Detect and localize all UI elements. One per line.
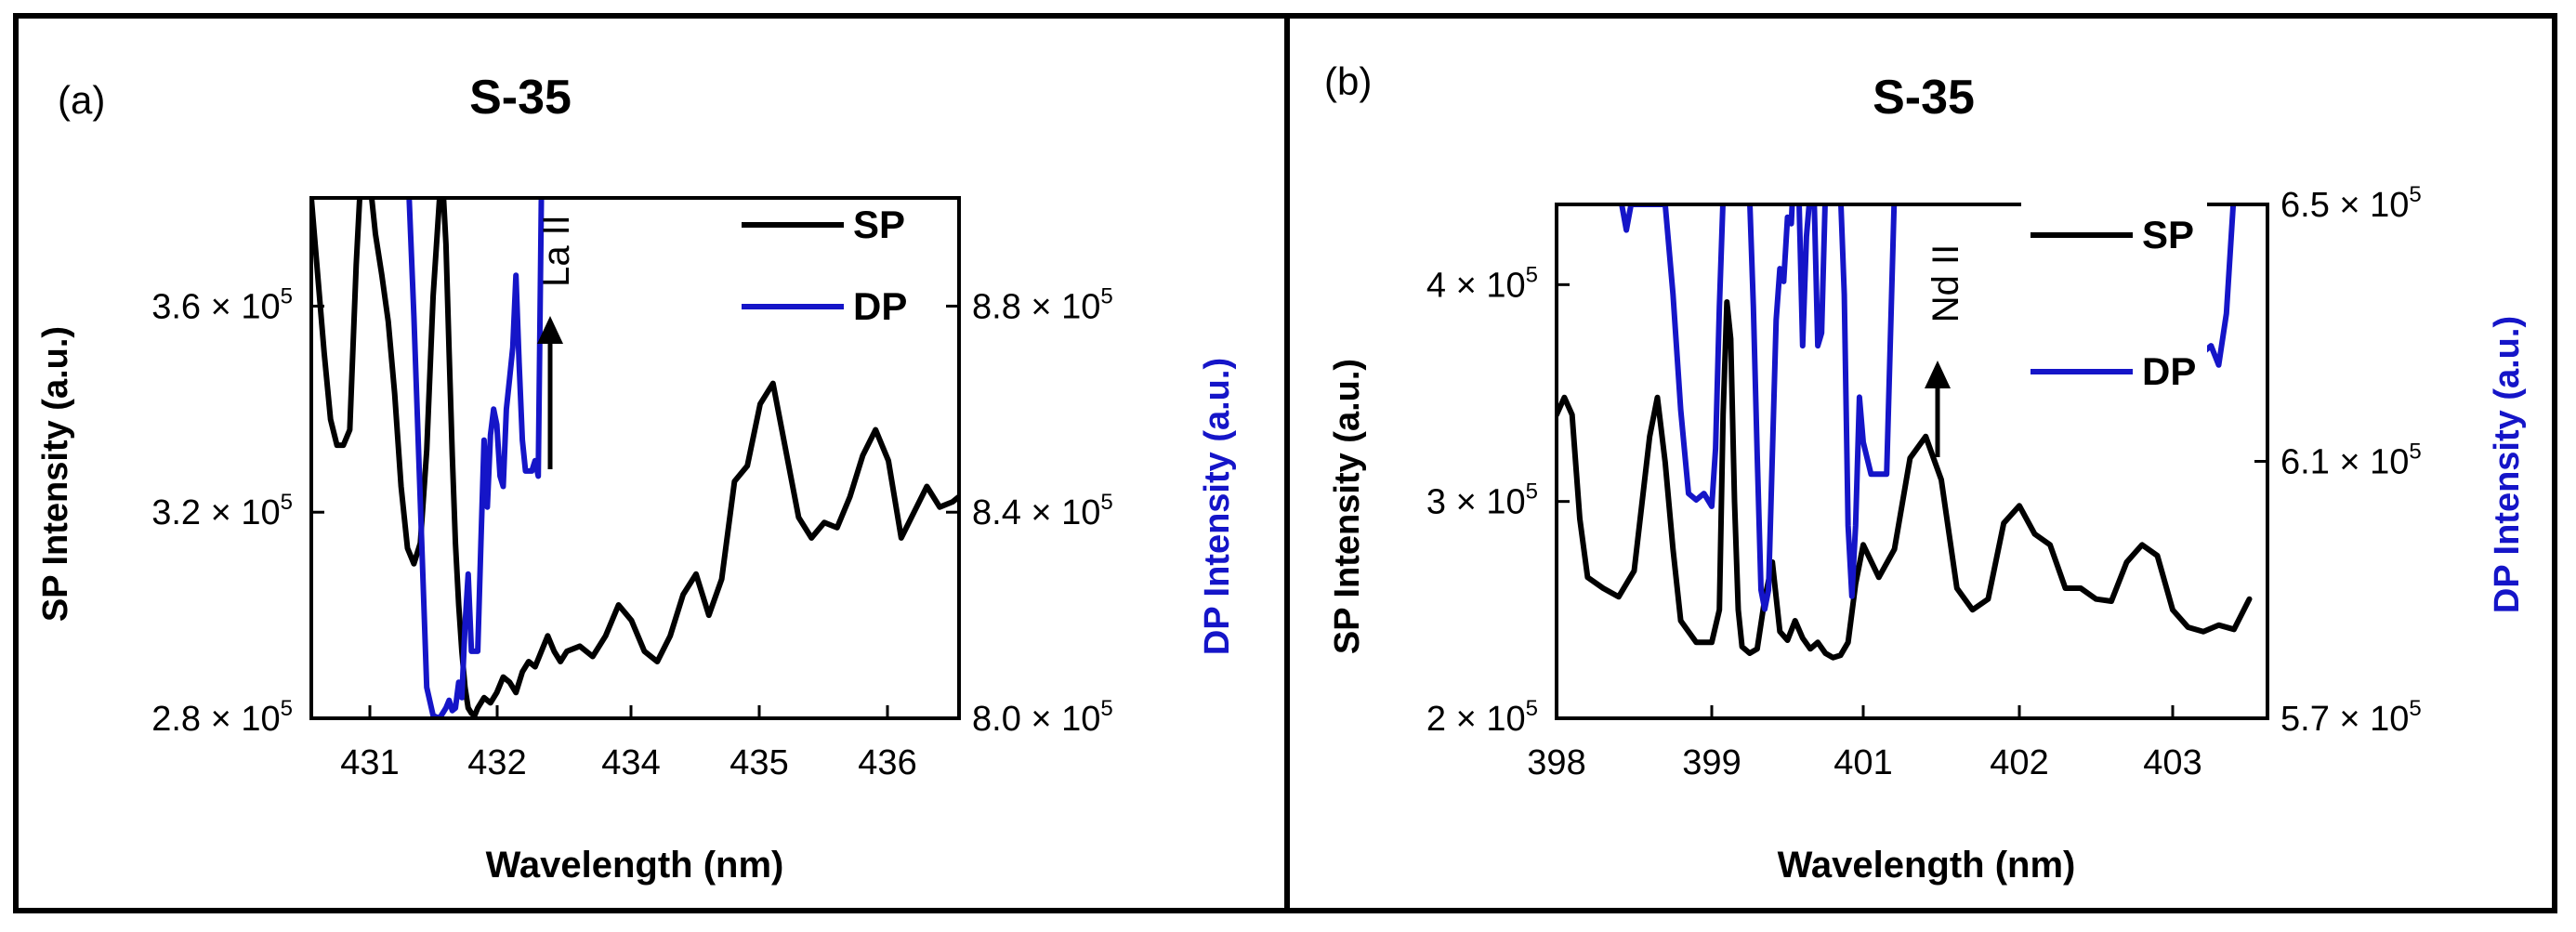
series-group [1557,204,2253,661]
annotation-label: Nd II [1925,244,1966,322]
y-left-tick-label: 2.8 × 105 [151,696,293,739]
x-tick-label: 399 [1682,743,1741,782]
panel-label: (a) [58,78,105,122]
panel-label: (b) [1324,59,1372,103]
x-tick-label: 435 [729,743,788,782]
y-right-tick-label: 8.8 × 105 [972,283,1113,326]
panel-b: (b) S-35 398 399 401 402 403 2 × 105 3 × 105 4 … [1324,59,2527,886]
legend: SP DP [2021,195,2207,393]
x-tick-label: 398 [1527,743,1585,782]
x-tick-label: 434 [601,743,660,782]
series-sp-line [311,198,959,718]
legend-background [2021,195,2207,381]
y-axis-label-left: SP Intensity (a.u.) [36,326,75,622]
x-tick-label: 402 [1990,743,2048,782]
y-left-tick-label: 4 × 105 [1426,262,1538,305]
y-left-tick-label: 3.2 × 105 [151,490,293,532]
y-left-tick-label: 3.6 × 105 [151,283,293,326]
legend-dp-label: DP [2142,349,2196,393]
y-right-tick-label: 8.4 × 105 [972,490,1113,532]
y-right-tick-label: 5.7 × 105 [2280,696,2422,739]
series-group [311,198,959,718]
panel-a: (a) S-35 431 432 434 435 436 2.8 × 105 3.2 × 1… [36,71,1237,886]
y-axis-label-right: DP Intensity (a.u.) [2488,316,2527,613]
y-axis-label-left: SP Intensity (a.u.) [1328,359,1367,654]
x-axis-label: Wavelength (nm) [1778,845,2076,886]
legend-sp-label: SP [2142,213,2194,256]
plot-area: 398 399 401 402 403 2 × 105 3 × 105 4 × 105 5.7 … [1426,182,2422,782]
y-left-tick-label: 2 × 105 [1426,696,1538,739]
y-left-tick-label: 3 × 105 [1426,479,1538,522]
y-axis-label-right: DP Intensity (a.u.) [1198,358,1237,655]
x-axis-label: Wavelength (nm) [486,845,784,886]
series-sp-line [1557,299,2253,661]
plot-area: 431 432 434 435 436 2.8 × 105 3.2 × 105 3.6 × 1… [151,196,1113,782]
x-tick-label: 431 [340,743,399,782]
legend: SP DP [742,203,907,328]
y-right-tick-label: 8.0 × 105 [972,696,1113,739]
x-tick-label: 432 [467,743,526,782]
y-right-tick-label: 6.1 × 105 [2280,440,2422,482]
legend-sp-label: SP [853,203,905,246]
legend-dp-label: DP [853,284,907,328]
annotation-arrowhead [537,316,563,344]
x-tick-label: 401 [1833,743,1892,782]
chart-title: S-35 [469,71,572,125]
annotation-arrowhead [1925,361,1951,388]
x-tick-label: 403 [2143,743,2201,782]
annotation-label: La II [536,215,577,287]
x-tick-label: 436 [858,743,916,782]
plot-frame [309,196,961,720]
series-dp-line [406,198,545,718]
chart-title: S-35 [1873,71,1975,125]
y-right-tick-label: 6.5 × 105 [2280,182,2422,225]
